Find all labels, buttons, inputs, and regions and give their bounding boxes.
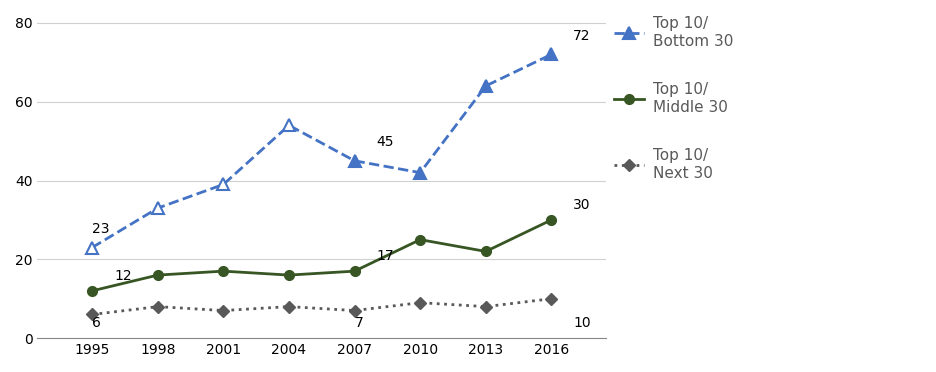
Text: 10: 10 [573,316,591,330]
Text: 6: 6 [92,316,101,330]
Legend: Top 10/
Bottom 30, Top 10/
Middle 30, Top 10/
Next 30: Top 10/ Bottom 30, Top 10/ Middle 30, To… [614,16,734,180]
Text: 45: 45 [376,135,394,149]
Text: 17: 17 [376,249,394,263]
Text: 30: 30 [573,198,591,212]
Text: 72: 72 [573,29,591,42]
Text: 23: 23 [92,222,110,236]
Text: 7: 7 [355,316,363,330]
Text: 12: 12 [114,269,132,283]
